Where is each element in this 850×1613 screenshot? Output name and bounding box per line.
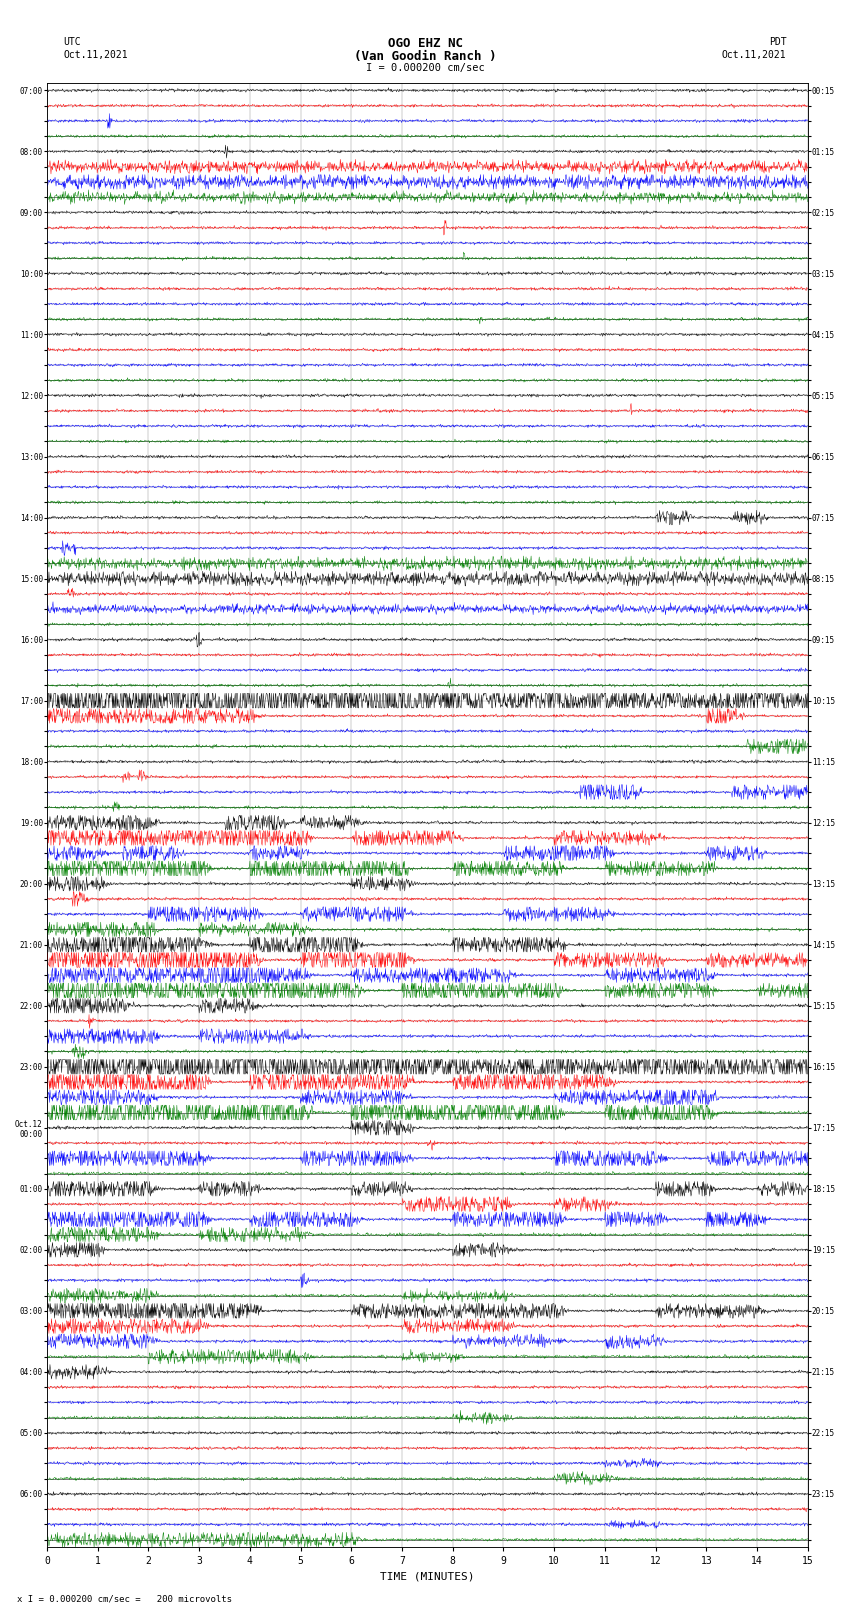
- Text: I = 0.000200 cm/sec: I = 0.000200 cm/sec: [366, 63, 484, 73]
- Text: UTC: UTC: [64, 37, 82, 47]
- Text: OGO EHZ NC: OGO EHZ NC: [388, 37, 462, 50]
- Text: (Van Goodin Ranch ): (Van Goodin Ranch ): [354, 50, 496, 63]
- Text: Oct.11,2021: Oct.11,2021: [64, 50, 128, 60]
- X-axis label: TIME (MINUTES): TIME (MINUTES): [380, 1573, 474, 1582]
- Text: PDT: PDT: [768, 37, 786, 47]
- Text: x I = 0.000200 cm/sec =   200 microvolts: x I = 0.000200 cm/sec = 200 microvolts: [17, 1594, 232, 1603]
- Text: Oct.11,2021: Oct.11,2021: [722, 50, 786, 60]
